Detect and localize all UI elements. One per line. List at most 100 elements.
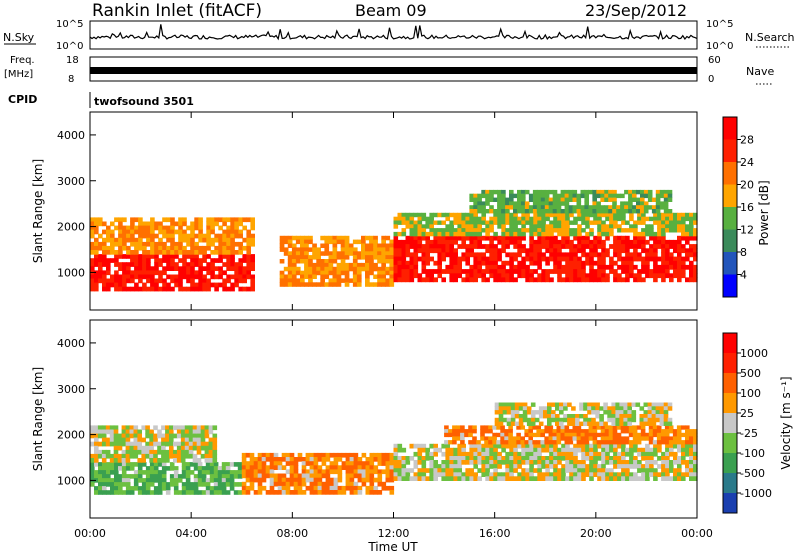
velocity-cell — [253, 469, 259, 475]
power-cell — [509, 228, 514, 233]
power-cell — [600, 197, 605, 202]
power-cell — [348, 247, 354, 252]
velocity-cell — [620, 425, 626, 430]
velocity-cell — [473, 451, 478, 457]
power-cell — [573, 252, 578, 258]
power-cell — [612, 189, 617, 195]
power-cell — [560, 209, 566, 214]
velocity-cell — [673, 443, 678, 449]
velocity-cell — [505, 476, 510, 481]
power-cell — [489, 189, 494, 195]
power-cell — [536, 201, 542, 206]
power-colorbar-swatch — [723, 184, 737, 207]
power-cell — [150, 229, 155, 235]
power-cell — [158, 274, 163, 280]
power-cell — [332, 266, 338, 272]
velocity-cell — [196, 425, 202, 431]
velocity-cell — [444, 440, 449, 445]
power-cell — [385, 243, 391, 248]
power-cell — [493, 269, 498, 274]
power-cell — [645, 228, 650, 233]
power-cell — [106, 250, 111, 255]
velocity-cell — [369, 457, 375, 462]
power-cell — [601, 224, 606, 229]
velocity-cell — [133, 441, 139, 447]
power-cell — [625, 260, 630, 266]
power-cell — [312, 266, 317, 272]
power-cell — [328, 251, 334, 256]
power-cell — [673, 239, 678, 245]
velocity-cell — [488, 425, 493, 430]
power-cell — [632, 197, 637, 202]
power-cell — [689, 269, 694, 274]
velocity-cell — [500, 425, 505, 430]
velocity-cell — [169, 429, 174, 435]
velocity-cell — [153, 441, 158, 447]
velocity-cell — [640, 429, 646, 434]
power-cell — [308, 239, 313, 245]
power-cell — [497, 248, 502, 254]
velocity-cell — [619, 410, 624, 415]
velocity-cell — [153, 466, 159, 471]
power-cell — [287, 262, 293, 268]
power-cell — [565, 224, 570, 229]
velocity-cell — [121, 441, 127, 447]
velocity-cell — [541, 456, 546, 461]
velocity-cell — [693, 451, 698, 457]
power-cell — [437, 235, 442, 241]
velocity-cell — [325, 465, 331, 470]
velocity-cell — [137, 458, 142, 463]
velocity-cell — [245, 477, 251, 483]
velocity-cell — [102, 466, 107, 471]
velocity-cell — [114, 482, 119, 487]
power-cell — [182, 286, 187, 292]
velocity-cell — [301, 477, 307, 483]
power-cell — [673, 220, 678, 225]
power-cell — [677, 273, 682, 279]
power-cell — [636, 197, 641, 202]
power-cell — [669, 228, 674, 233]
power-cell — [295, 278, 301, 283]
velocity-cell — [106, 470, 111, 475]
power-cell — [182, 254, 187, 259]
velocity-cell — [169, 449, 174, 455]
velocity-cell — [494, 417, 500, 423]
velocity-cell — [608, 429, 614, 434]
power-colorbar-tick-label: 4 — [740, 269, 747, 282]
velocity-cell — [549, 451, 554, 457]
power-cell — [206, 262, 211, 267]
power-cell — [577, 248, 582, 254]
power-cell — [469, 205, 474, 210]
power-cell — [521, 197, 526, 202]
velocity-cell — [647, 402, 653, 407]
velocity-cell — [345, 465, 351, 470]
power-cell — [381, 278, 386, 283]
power-cell — [138, 225, 143, 231]
velocity-cell — [185, 462, 191, 467]
velocity-cell — [587, 402, 592, 407]
velocity-cell — [624, 440, 630, 445]
power-cell — [621, 260, 626, 266]
velocity-cell — [553, 443, 558, 449]
velocity-cell — [297, 452, 303, 458]
power-cell — [90, 274, 95, 280]
velocity-cell — [233, 470, 239, 475]
power-cell — [110, 282, 115, 288]
velocity-cell — [521, 443, 526, 449]
power-cell — [617, 264, 622, 270]
power-cell — [600, 209, 605, 214]
power-cell — [409, 239, 415, 245]
power-cell — [114, 237, 119, 243]
power-cell — [524, 209, 530, 214]
velocity-cell — [105, 429, 111, 435]
nsky-right-tick-top: 10^5 — [706, 19, 733, 30]
power-cell — [557, 244, 562, 249]
power-cell — [413, 248, 419, 254]
power-cell — [94, 241, 99, 247]
power-cell — [643, 205, 649, 210]
power-cell — [146, 274, 151, 280]
power-cell — [613, 277, 618, 283]
power-cell — [332, 239, 338, 245]
velocity-cell — [564, 436, 570, 441]
